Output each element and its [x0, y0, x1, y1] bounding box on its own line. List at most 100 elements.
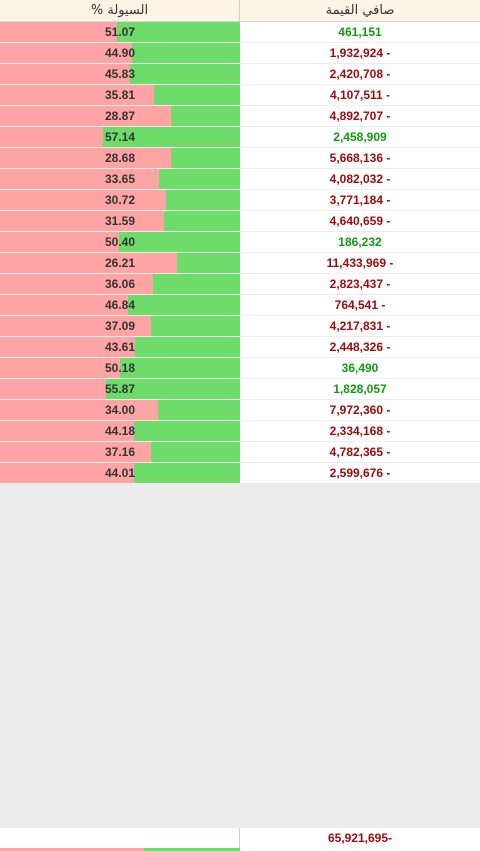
table-row[interactable]: 30.72 3,771,184 -: [0, 190, 480, 211]
table-row[interactable]: 26.21 11,433,969 -: [0, 253, 480, 274]
table-row[interactable]: 37.16 4,782,365 -: [0, 442, 480, 463]
liquidity-value: 33.65: [104, 172, 136, 186]
total-outflow-fill: [0, 848, 144, 851]
liquidity-value: 44.90: [104, 46, 136, 60]
net-value: 2,448,326 -: [329, 340, 391, 354]
table-row[interactable]: 55.87 1,828,057: [0, 379, 480, 400]
liquidity-value: 50.18: [104, 361, 136, 375]
net-value: 7,972,360 -: [329, 403, 391, 417]
table-row[interactable]: 35.81 4,107,511 -: [0, 85, 480, 106]
table-row[interactable]: 36.06 2,823,437 -: [0, 274, 480, 295]
table-row[interactable]: 44.90 1,932,924 -: [0, 43, 480, 64]
liquidity-bar: 44.90: [0, 43, 240, 63]
liquidity-bar: 28.68: [0, 148, 240, 168]
outflow-fill: [0, 148, 172, 168]
table-row[interactable]: 31.59 4,640,659 -: [0, 211, 480, 232]
liquidity-bar: 35.81: [0, 85, 240, 105]
table-body: 51.07 461,151 44.90 1,932,924 - 45.83 2,420,7…: [0, 22, 480, 484]
liquidity-bar: 34.00: [0, 400, 240, 420]
table-row[interactable]: 37.09 4,217,831 -: [0, 316, 480, 337]
net-value: 4,082,032 -: [329, 172, 391, 186]
liquidity-value: 28.87: [104, 109, 136, 123]
total-net-value: 65,921,695-: [327, 831, 393, 845]
outflow-fill: [0, 22, 118, 42]
table-row[interactable]: 46.84 764,541 -: [0, 295, 480, 316]
table-row[interactable]: 44.01 2,599,676 -: [0, 463, 480, 484]
liquidity-bar: 55.87: [0, 379, 240, 399]
liquidity-bar: 51.07: [0, 22, 240, 42]
liquidity-value: 45.83: [104, 67, 136, 81]
liquidity-value: 28.68: [104, 151, 136, 165]
liquidity-column-header[interactable]: السيولة %: [0, 0, 240, 21]
liquidity-bar: 50.40: [0, 232, 240, 252]
table-row[interactable]: 28.68 5,668,136 -: [0, 148, 480, 169]
net-value: 2,334,168 -: [329, 424, 391, 438]
outflow-fill: [0, 358, 120, 378]
outflow-fill: [0, 85, 155, 105]
liquidity-bar: 45.83: [0, 64, 240, 84]
table-footer: 65,921,695-: [0, 828, 480, 851]
liquidity-value: 55.87: [104, 382, 136, 396]
liquidity-value: 36.06: [104, 277, 136, 291]
outflow-fill: [0, 211, 165, 231]
outflow-fill: [0, 253, 178, 273]
outflow-fill: [0, 64, 130, 84]
liquidity-value: 35.81: [104, 88, 136, 102]
table-row[interactable]: 34.00 7,972,360 -: [0, 400, 480, 421]
outflow-fill: [0, 106, 171, 126]
net-value: 2,420,708 -: [329, 67, 391, 81]
net-value: 4,782,365 -: [329, 445, 391, 459]
table-row[interactable]: 51.07 461,151: [0, 22, 480, 43]
liquidity-bar: 37.09: [0, 316, 240, 336]
liquidity-bar: 46.84: [0, 295, 240, 315]
net-value: 2,599,676 -: [329, 466, 391, 480]
net-value: 2,458,909: [333, 130, 387, 144]
table-row[interactable]: 50.40 186,232: [0, 232, 480, 253]
net-value: 461,151: [338, 25, 382, 39]
outflow-fill: [0, 43, 133, 63]
table-header: السيولة % صافي القيمة: [0, 0, 480, 22]
liquidity-value: 46.84: [104, 298, 136, 312]
outflow-fill: [0, 337, 136, 357]
net-value: 1,828,057: [333, 382, 387, 396]
liquidity-value: 37.09: [104, 319, 136, 333]
liquidity-value: 31.59: [104, 214, 136, 228]
outflow-fill: [0, 400, 159, 420]
liquidity-value: 57.14: [104, 130, 136, 144]
liquidity-bar: 28.87: [0, 106, 240, 126]
net-value: 1,932,924 -: [329, 46, 391, 60]
net-value: 2,823,437 -: [329, 277, 391, 291]
liquidity-value: 37.16: [104, 445, 136, 459]
outflow-fill: [0, 169, 160, 189]
table-row[interactable]: 57.14 2,458,909: [0, 127, 480, 148]
table-row[interactable]: 43.61 2,448,326 -: [0, 337, 480, 358]
liquidity-bar: 26.21: [0, 253, 240, 273]
liquidity-value: 50.40: [104, 235, 136, 249]
liquidity-value: 30.72: [104, 193, 136, 207]
total-liquidity-cell: [0, 828, 240, 850]
liquidity-bar: 44.18: [0, 421, 240, 441]
total-liquidity-bar: [0, 848, 240, 851]
table-row[interactable]: 33.65 4,082,032 -: [0, 169, 480, 190]
outflow-fill: [0, 442, 151, 462]
net-value: 764,541 -: [334, 298, 386, 312]
net-value: 186,232: [338, 235, 382, 249]
liquidity-value: 51.07: [104, 25, 136, 39]
outflow-fill: [0, 295, 128, 315]
net-value: 5,668,136 -: [329, 151, 391, 165]
table-row[interactable]: 44.18 2,334,168 -: [0, 421, 480, 442]
table-row[interactable]: 50.18 36,490: [0, 358, 480, 379]
liquidity-bar: 31.59: [0, 211, 240, 231]
net-value: 4,640,659 -: [329, 214, 391, 228]
outflow-fill: [0, 190, 167, 210]
table-row[interactable]: 45.83 2,420,708 -: [0, 64, 480, 85]
liquidity-value: 43.61: [104, 340, 136, 354]
table-row[interactable]: 28.87 4,892,707 -: [0, 106, 480, 127]
liquidity-value: 44.18: [104, 424, 136, 438]
liquidity-bar: 37.16: [0, 442, 240, 462]
liquidity-value: 34.00: [104, 403, 136, 417]
outflow-fill: [0, 232, 120, 252]
liquidity-bar: 33.65: [0, 169, 240, 189]
net-value-column-header[interactable]: صافي القيمة: [325, 3, 395, 18]
net-value: 36,490: [341, 361, 379, 375]
